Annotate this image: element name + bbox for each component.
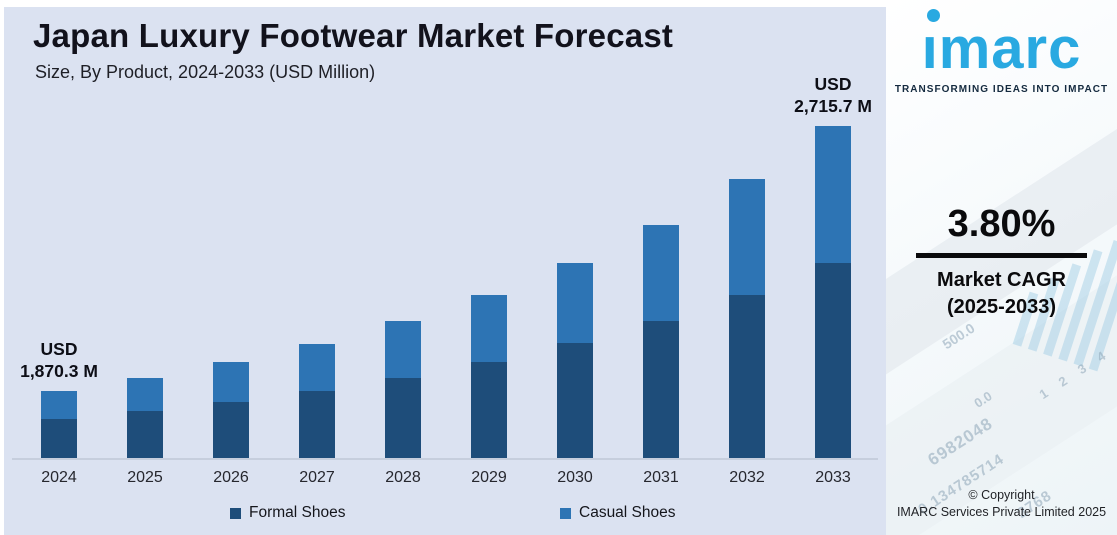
legend-label: Casual Shoes	[579, 504, 676, 521]
casual-shoes-segment	[385, 321, 421, 378]
copyright-notice: © Copyright IMARC Services Private Limit…	[886, 487, 1117, 521]
copyright-line2: IMARC Services Private Limited 2025	[896, 505, 1107, 520]
copyright-line1: © Copyright	[968, 488, 1035, 503]
bar-slot-2026: 2026	[188, 120, 274, 486]
casual-shoes-segment	[815, 126, 851, 263]
x-axis-line	[12, 458, 878, 460]
chart-panel: Japan Luxury Footwear Market Forecast Si…	[4, 7, 886, 535]
plot-area: 2024 USD 1,870.3 M 2025 2026 2027 2028 2029 2030…	[16, 74, 876, 487]
formal-shoes-segment	[385, 378, 421, 458]
stacked-bar-2025	[127, 378, 163, 458]
cagr-underline	[916, 253, 1087, 258]
x-tick-label: 2028	[385, 469, 421, 486]
casual-shoes-segment	[299, 344, 335, 391]
bar-slot-2024: 2024 USD 1,870.3 M	[16, 120, 102, 487]
cagr-period: (2025-2033)	[947, 296, 1056, 318]
imarc-tagline: TRANSFORMING IDEAS INTO IMPACT	[894, 84, 1109, 95]
x-tick-label: 2024	[41, 469, 77, 486]
brand-sidebar: 500.0 0.0 1 2 3 4 6982048 0.134785714 2768 ım…	[886, 0, 1117, 535]
logo-dot	[926, 9, 940, 22]
x-tick-label: 2027	[299, 469, 335, 486]
stacked-bar-2026	[213, 362, 249, 458]
stacked-bar-2029	[471, 295, 507, 458]
casual-shoes-segment	[557, 263, 593, 343]
stacked-bar-2027	[299, 344, 335, 458]
bar-slot-2030: 2030	[532, 120, 618, 486]
bar-slot-2029: 2029	[446, 120, 532, 486]
bar-slot-2032: 2032	[704, 120, 790, 486]
formal-shoes-segment	[213, 402, 249, 458]
imarc-logo: ımarc TRANSFORMING IDEAS INTO IMPACT	[886, 9, 1117, 95]
imarc-wordmark: ımarc	[922, 9, 1082, 78]
x-tick-label: 2030	[557, 469, 593, 486]
casual-shoes-segment	[41, 391, 77, 419]
cagr-label: Market CAGR	[937, 269, 1066, 291]
x-tick-label: 2029	[471, 469, 507, 486]
chart-title: Japan Luxury Footwear Market Forecast	[33, 17, 674, 54]
legend-label: Formal Shoes	[249, 504, 346, 521]
bar-slot-2031: 2031	[618, 120, 704, 486]
formal-shoes-segment	[643, 321, 679, 458]
cagr-block: 3.80% Market CAGR (2025-2033)	[886, 203, 1117, 319]
stacked-bar-2028	[385, 321, 421, 458]
stacked-bar-2030	[557, 263, 593, 458]
bar-slot-2027: 2027	[274, 120, 360, 486]
stacked-bar-2033	[815, 126, 851, 458]
formal-shoes-swatch	[230, 507, 241, 519]
formal-shoes-segment	[557, 343, 593, 458]
formal-shoes-segment	[127, 411, 163, 458]
chart-legend: Formal Shoes Casual Shoes	[4, 504, 886, 526]
casual-shoes-segment	[127, 378, 163, 411]
casual-shoes-segment	[729, 179, 765, 295]
bar-slot-2033: 2033 USD 2,715.7 M	[790, 74, 876, 487]
stacked-bar-2031	[643, 225, 679, 458]
x-tick-label: 2026	[213, 469, 249, 486]
formal-shoes-segment	[729, 295, 765, 458]
bar-slot-2028: 2028	[360, 120, 446, 486]
x-tick-label: 2031	[643, 469, 679, 486]
formal-shoes-segment	[41, 419, 77, 458]
stacked-bar-2032	[729, 179, 765, 458]
legend-item-formal-shoes: Formal Shoes	[230, 504, 345, 522]
chart-subtitle: Size, By Product, 2024-2033 (USD Million…	[35, 62, 376, 82]
x-tick-label: 2032	[729, 469, 765, 486]
formal-shoes-segment	[299, 391, 335, 458]
x-tick-label: 2025	[127, 469, 163, 486]
casual-shoes-swatch	[560, 507, 571, 519]
formal-shoes-segment	[471, 362, 507, 458]
bar-value-label-2024: USD 1,870.3 M	[20, 338, 98, 382]
casual-shoes-segment	[471, 295, 507, 362]
formal-shoes-segment	[815, 263, 851, 458]
x-tick-label: 2033	[815, 469, 851, 486]
bar-value-label-2033: USD 2,715.7 M	[794, 73, 872, 117]
bar-slot-2025: 2025	[102, 120, 188, 486]
stacked-bar-2024	[41, 391, 77, 458]
legend-item-casual-shoes: Casual Shoes	[560, 504, 676, 522]
casual-shoes-segment	[213, 362, 249, 402]
cagr-value: 3.80%	[947, 203, 1056, 245]
casual-shoes-segment	[643, 225, 679, 321]
